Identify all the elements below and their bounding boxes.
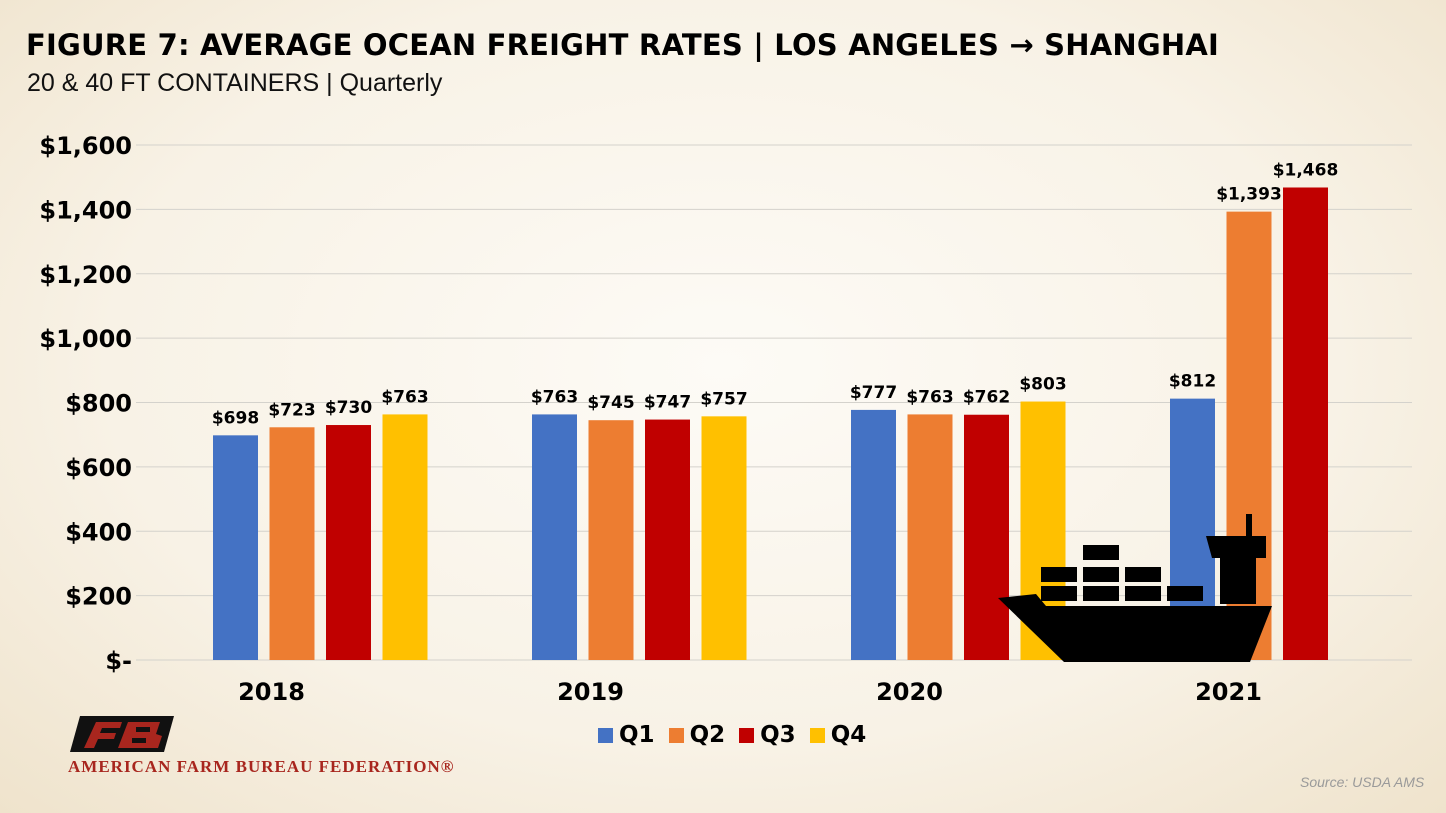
- y-tick-label: $1,000: [39, 325, 132, 353]
- chart-subtitle: 20 & 40 FT CONTAINERS | Quarterly: [27, 69, 443, 97]
- legend-swatch-q2: [668, 727, 684, 743]
- bar-2020-q1: [851, 409, 896, 660]
- x-tick-label-2021: 2021: [1195, 678, 1262, 706]
- bars: [213, 187, 1328, 661]
- data-label-2019-q4: $757: [700, 389, 747, 409]
- data-label-2020-q1: $777: [850, 383, 897, 403]
- bar-2019-q1: [532, 414, 577, 660]
- y-tick-label: $600: [65, 454, 132, 482]
- data-label-2020-q3: $762: [963, 388, 1010, 408]
- bar-2021-q3: [1283, 187, 1328, 661]
- data-labels: $698 $723 $730 $763 $763 $745 $747 $757 $777 $763…: [212, 160, 1338, 428]
- x-tick-label-2020: 2020: [876, 678, 943, 706]
- y-tick-label: $1,400: [39, 196, 132, 224]
- bar-2018-q2: [269, 427, 315, 660]
- bar-2018-q4: [382, 414, 428, 660]
- source-note: Source: USDA AMS: [1300, 774, 1425, 790]
- y-tick-label: $1,600: [39, 132, 132, 160]
- x-axis-ticks: 2018 2019 2020 2021: [238, 678, 1262, 706]
- data-label-2019-q1: $763: [531, 387, 578, 407]
- y-tick-label: $200: [65, 583, 132, 611]
- legend-item-q4: Q4: [809, 722, 867, 748]
- y-tick-label: $400: [65, 518, 132, 546]
- bar-2018-q1: [213, 435, 258, 660]
- bar-2020-q3: [964, 414, 1009, 660]
- chart-title: FIGURE 7: AVERAGE OCEAN FREIGHT RATES | …: [26, 28, 1219, 62]
- data-label-2019-q3: $747: [644, 393, 691, 413]
- x-tick-label-2019: 2019: [557, 678, 624, 706]
- legend-label-q2: Q2: [689, 722, 726, 748]
- y-tick-label: $800: [65, 390, 132, 418]
- legend-swatch-q1: [598, 727, 613, 743]
- cargo-ship-icon: [998, 514, 1272, 662]
- legend-item-q3: Q3: [739, 722, 796, 748]
- data-label-2018-q1: $698: [212, 408, 259, 428]
- legend-label-q3: Q3: [760, 722, 796, 748]
- bar-2019-q3: [645, 419, 690, 660]
- data-label-2019-q2: $745: [587, 393, 634, 413]
- y-tick-label: $-: [105, 647, 132, 675]
- data-label-2018-q2: $723: [268, 400, 315, 420]
- bar-2019-q2: [588, 420, 634, 660]
- legend-swatch-q4: [809, 727, 825, 743]
- fb-logo: [70, 716, 174, 752]
- bar-2018-q3: [326, 425, 371, 660]
- data-label-2021-q3: $1,468: [1273, 160, 1339, 180]
- data-label-2018-q4: $763: [381, 387, 428, 407]
- y-tick-label: $1,200: [39, 261, 132, 289]
- legend-label-q1: Q1: [619, 722, 655, 748]
- legend-item-q1: Q1: [598, 722, 655, 748]
- legend-swatch-q3: [739, 727, 755, 743]
- legend-item-q2: Q2: [668, 722, 726, 748]
- data-label-2021-q2: $1,393: [1216, 185, 1282, 205]
- org-name: AMERICAN FARM BUREAU FEDERATION®: [68, 757, 455, 776]
- bar-2020-q2: [907, 414, 953, 660]
- legend: Q1 Q2 Q3 Q4: [598, 722, 866, 748]
- x-tick-label-2018: 2018: [238, 678, 305, 706]
- legend-label-q4: Q4: [830, 722, 867, 748]
- bar-2019-q4: [701, 416, 747, 660]
- data-label-2020-q2: $763: [906, 387, 953, 407]
- data-label-2020-q4: $803: [1019, 375, 1066, 395]
- y-axis-ticks: $- $200 $400 $600 $800 $1,000 $1,200 $1,400 $1,6…: [39, 132, 132, 675]
- data-label-2021-q1: $812: [1169, 372, 1216, 392]
- data-label-2018-q3: $730: [325, 398, 372, 418]
